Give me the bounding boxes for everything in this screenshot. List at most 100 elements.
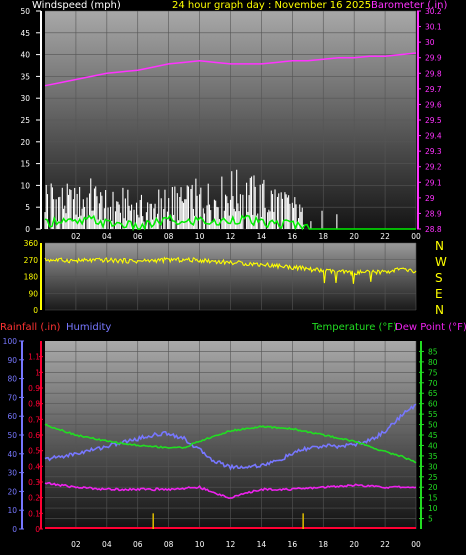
rainfall-tick-label: 0 [35,525,40,534]
hour-tick-label: 04 [102,540,112,549]
baro-tick-label: 29.1 [425,178,442,187]
temperature-tick-label: 70 [428,379,438,388]
hour-tick-label: 18 [318,540,328,549]
direction-tick-label: 360 [24,239,39,248]
hour-tick-label: 02 [71,232,81,241]
wind-tick-label: 30 [20,94,30,103]
compass-w: W [435,255,447,269]
rainfall-tick-label: 0.5 [28,447,40,456]
top-axes: 0 5 10 15 20 25 30 35 40 45 50 28.8 28.9 29 29.1 29.2 29… [20,7,441,241]
baro-tick-label: 30.1 [425,23,442,32]
hour-tick-label: 06 [133,540,143,549]
rainfall-label: Rainfall (.in) [0,322,61,333]
wind-tick-label: 50 [20,7,30,16]
bottom-axes: 5101520253035404550556065707580850102030… [3,337,438,549]
windspeed-label: Windspeed (mph) [32,0,121,11]
wind-tick-label: 20 [20,138,30,147]
wind-tick-label: 45 [20,29,30,38]
hour-tick-label: 14 [257,540,267,549]
baro-tick-label: 29.3 [425,147,442,156]
wind-average-line [44,213,416,232]
wind-tick-label: 5 [25,203,30,212]
baro-tick-label: 30 [425,38,435,47]
rainfall-tick-label: 0.9 [28,384,40,393]
hour-tick-label: 12 [226,540,236,549]
rainfall-tick-label: 0.8 [28,400,40,409]
humidity-tick-label: 40 [7,450,17,459]
baro-tick-label: 29.5 [425,116,442,125]
hour-tick-label: 18 [318,232,328,241]
humidity-tick-label: 50 [7,431,17,440]
rainfall-tick-label: 0.3 [28,478,40,487]
temperature-tick-label: 45 [428,431,438,440]
temperature-tick-label: 5 [428,515,433,524]
bottom-gridlines [45,341,417,529]
temperature-tick-label: 55 [428,410,438,419]
rainfall-tick-label: 0.1 [28,509,40,518]
temperature-tick-label: 10 [428,504,438,513]
direction-tick-label: 90 [28,289,38,298]
humidity-tick-label: 80 [7,375,17,384]
hour-tick-label: 00 [411,540,421,549]
temperature-label: Temperature (°F) [311,322,397,333]
baro-tick-label: 29.7 [425,85,442,94]
direction-tick-label: 180 [24,273,39,282]
rainfall-tick-label: 0.2 [28,494,40,503]
hour-tick-label: 04 [102,232,112,241]
bottom-series [44,403,417,529]
top-series [44,52,417,232]
temperature-tick-label: 30 [428,462,438,471]
compass-n-bottom: N [435,303,444,317]
temperature-tick-label: 50 [428,421,438,430]
temperature-tick-label: 35 [428,452,438,461]
baro-tick-label: 30.2 [425,7,442,16]
direction-tick-label: 0 [33,306,38,315]
barometer-line [44,52,417,87]
hour-tick-label: 06 [133,232,143,241]
humidity-tick-label: 100 [3,337,18,346]
rainfall-tick-label: 0.4 [28,462,40,471]
baro-tick-label: 29.2 [425,163,442,172]
humidity-tick-label: 90 [7,356,17,365]
temperature-line [44,423,417,464]
temperature-tick-label: 80 [428,358,438,367]
compass-e: E [435,287,443,301]
hour-tick-label: 00 [411,232,421,241]
hour-tick-label: 10 [195,232,205,241]
temperature-tick-label: 60 [428,400,438,409]
hour-tick-label: 20 [349,540,359,549]
humidity-tick-label: 70 [7,393,17,402]
rainfall-tick-label: 0.7 [28,415,40,424]
temperature-tick-label: 15 [428,494,438,503]
hour-tick-label: 20 [349,232,359,241]
wind-tick-label: 15 [20,160,30,169]
hour-tick-label: 12 [226,232,236,241]
rainfall-tick-label: 1 [35,368,40,377]
temperature-tick-label: 85 [428,347,438,356]
baro-tick-label: 29 [425,194,435,203]
humidity-tick-label: 20 [7,487,17,496]
hour-tick-label: 22 [380,232,390,241]
wind-tick-label: 40 [20,51,30,60]
temperature-tick-label: 20 [428,483,438,492]
humidity-tick-label: 30 [7,469,17,478]
hour-tick-label: 16 [288,540,298,549]
direction-tick-label: 270 [24,256,39,265]
hour-tick-label: 16 [288,232,298,241]
wind-tick-label: 35 [20,72,30,81]
temperature-tick-label: 40 [428,441,438,450]
baro-tick-label: 28.8 [425,225,442,234]
wind-tick-label: 10 [20,181,30,190]
wind-tick-label: 25 [20,116,30,125]
humidity-label: Humidity [66,322,111,333]
baro-tick-label: 29.4 [425,132,442,141]
wind-direction-line [44,256,417,284]
compass-n-top: N [435,239,444,253]
humidity-tick-label: 60 [7,412,17,421]
hour-tick-label: 08 [164,540,174,549]
barometer-label: Barometer (.in) [371,0,447,11]
humidity-line [44,403,417,471]
dewpoint-line [44,481,417,500]
date-title: 24 hour graph day : November 16 2025 [172,0,371,11]
